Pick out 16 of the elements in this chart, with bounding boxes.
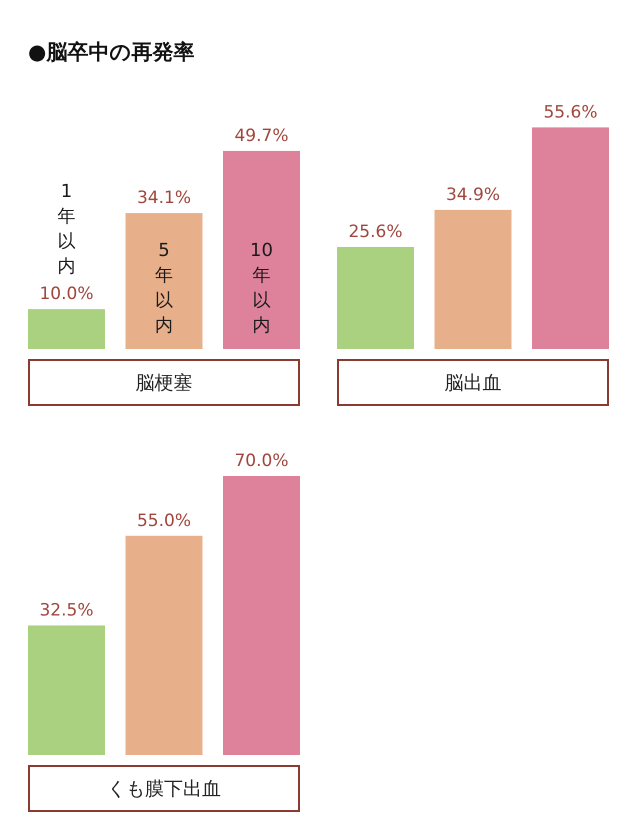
- x-tick-label: 1年以内: [58, 181, 76, 278]
- chart-title: ●脳卒中の再発率: [28, 40, 194, 64]
- x-tick-label: 10年以内: [250, 240, 273, 336]
- x-axis-title: 脳梗塞: [136, 372, 192, 394]
- data-label: 55.6%: [543, 102, 598, 122]
- data-label: 32.5%: [39, 600, 94, 620]
- x-axis-title: くも膜下出血: [107, 778, 221, 800]
- data-label: 34.9%: [446, 184, 500, 205]
- data-label: 34.1%: [136, 188, 192, 208]
- data-label: 70.0%: [234, 451, 289, 471]
- x-tick-label: 5年以内: [155, 240, 173, 336]
- data-label: 10.0%: [39, 284, 94, 304]
- data-label: 25.6%: [348, 222, 403, 242]
- data-label: 55.0%: [136, 510, 192, 531]
- data-label: 49.7%: [234, 126, 289, 146]
- x-axis-title: 脳出血: [444, 372, 502, 394]
